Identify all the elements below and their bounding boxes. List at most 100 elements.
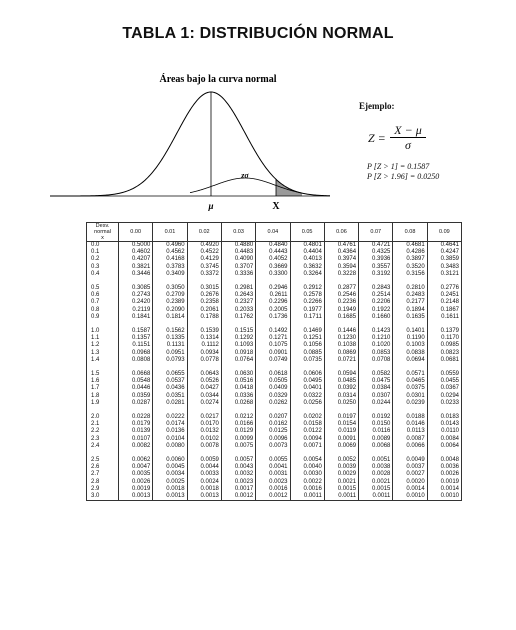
z-fraction: X − μ σ	[390, 124, 426, 152]
probability-cell: 0.2912	[289, 285, 325, 293]
probability-cell: 0.1210	[358, 335, 394, 343]
table-row: 1.8 0.0359 0.0351 0.0344 0.0336 0.0329 0.0322 0…	[85, 392, 463, 400]
probability-cell: 0.2483	[392, 292, 428, 300]
z-value-cell: 2.4	[85, 442, 120, 451]
probability-cell: 0.4562	[152, 249, 188, 257]
z-value-cell: 0.6	[85, 292, 120, 300]
probability-cell: 0.0505	[255, 378, 291, 386]
z-value-cell: 1.8	[85, 392, 120, 400]
table-row: 1.9 0.0287 0.0281 0.0274 0.0268 0.0262 0.0256 0…	[85, 399, 463, 408]
spacer-cell	[323, 407, 360, 415]
probability-cell: 0.3707	[220, 263, 257, 271]
z-value-cell: 1.6	[85, 378, 120, 386]
probability-cell: 0.0019	[426, 478, 463, 486]
probability-cell: 0.0104	[152, 435, 188, 443]
group-spacer	[85, 321, 463, 329]
z-value-cell: 1.4	[85, 356, 120, 365]
spacer-cell	[426, 407, 463, 415]
header-label-cell: Desv. normal x	[85, 222, 120, 242]
spacer-cell	[186, 407, 222, 415]
probability-cell: 0.3409	[152, 270, 188, 279]
probability-cell: 0.1814	[152, 313, 188, 322]
probability-cell: 0.0032	[220, 471, 257, 479]
spacer-cell	[220, 450, 257, 458]
probability-cell: 0.0026	[118, 478, 154, 486]
probability-cell: 0.1841	[118, 313, 154, 322]
probability-cell: 0.3192	[358, 270, 394, 279]
curve-title: Áreas bajo la curva normal	[159, 73, 276, 85]
probability-cell: 0.0080	[152, 442, 188, 451]
probability-cell: 0.1736	[255, 313, 291, 322]
probability-cell: 0.4013	[289, 256, 325, 264]
probability-cell: 0.0054	[289, 457, 325, 465]
spacer-cell	[289, 321, 325, 329]
probability-cell: 0.0630	[220, 371, 257, 379]
z-value-cell: 1.2	[85, 342, 120, 350]
z-value-cell: 2.2	[85, 428, 120, 436]
probability-cell: 0.0015	[358, 485, 394, 494]
probability-cell: 0.3974	[323, 256, 360, 264]
probability-cell: 0.0485	[323, 378, 360, 386]
spacer-cell	[255, 450, 291, 458]
spacer-cell	[426, 364, 463, 372]
table-row: 0.5 0.3085 0.3050 0.3015 0.2981 0.2946 0.2912 0…	[85, 285, 463, 293]
probability-cell: 0.1894	[392, 306, 428, 314]
probability-cell: 0.0336	[220, 392, 257, 400]
probability-cell: 0.0643	[186, 371, 222, 379]
probability-cell: 0.0044	[186, 464, 222, 472]
probability-cell: 0.1977	[289, 306, 325, 314]
probability-cell: 0.4364	[323, 249, 360, 257]
probability-cell: 0.2514	[358, 292, 394, 300]
probability-cell: 0.0838	[392, 349, 428, 357]
probability-cell: 0.0708	[358, 356, 394, 365]
probability-cell: 0.0066	[392, 442, 428, 451]
probability-cell: 0.0018	[186, 485, 222, 494]
probability-cell: 0.0212	[220, 414, 257, 422]
example-title: Ejemplo:	[359, 101, 395, 111]
table-row: 1.3 0.0968 0.0951 0.0934 0.0918 0.0901 0.0885 0…	[85, 349, 463, 357]
column-header: 0.08	[392, 222, 428, 242]
probability-cell: 0.2743	[118, 292, 154, 300]
probability-cell: 0.0154	[323, 421, 360, 429]
group-spacer	[85, 407, 463, 415]
spacer-cell	[152, 321, 188, 329]
column-header: 0.05	[289, 222, 325, 242]
probability-cell: 0.0367	[426, 385, 463, 393]
probability-cell: 0.0559	[426, 371, 463, 379]
probability-cell: 0.1335	[152, 335, 188, 343]
probability-cell: 0.0018	[152, 485, 188, 494]
probability-cell: 0.0013	[186, 493, 222, 502]
column-header: 0.02	[186, 222, 222, 242]
z-value-cell: 0.9	[85, 313, 120, 322]
table-row: 2.3 0.0107 0.0104 0.0102 0.0099 0.0096 0.0094 0…	[85, 435, 463, 443]
probability-cell: 0.2843	[358, 285, 394, 293]
probability-cell: 0.0049	[392, 457, 428, 465]
probability-cell: 0.1292	[220, 335, 257, 343]
probability-cell: 0.0016	[289, 485, 325, 494]
z-value-cell: 0.1	[85, 249, 120, 257]
probability-cell: 0.0010	[392, 493, 428, 502]
probability-cell: 0.0384	[358, 385, 394, 393]
group-spacer	[85, 364, 463, 372]
probability-cell: 0.1357	[118, 335, 154, 343]
column-header: 0.01	[152, 222, 188, 242]
probability-cell: 0.0028	[358, 471, 394, 479]
probability-cell: 0.1635	[392, 313, 428, 322]
probability-cell: 0.0013	[152, 493, 188, 502]
probability-cell: 0.0823	[426, 349, 463, 357]
probability-cell: 0.1660	[358, 313, 394, 322]
probability-cell: 0.1423	[358, 328, 394, 336]
z-value-cell: 0.3	[85, 263, 120, 271]
column-header: 0.00	[118, 222, 154, 242]
probability-cell: 0.1949	[323, 306, 360, 314]
z-denominator: σ	[405, 138, 411, 152]
probability-cell: 0.3821	[118, 263, 154, 271]
table-row: 2.8 0.0026 0.0025 0.0024 0.0023 0.0023 0.0022 0…	[85, 478, 463, 486]
z-value-cell: 1.7	[85, 385, 120, 393]
table-row: 0.1 0.4602 0.4562 0.4522 0.4483 0.4443 0.4404 0…	[85, 249, 463, 257]
probability-cell: 0.0122	[289, 428, 325, 436]
header-label-line: x	[101, 235, 104, 241]
probability-cell: 0.2451	[426, 292, 463, 300]
probability-cell: 0.1867	[426, 306, 463, 314]
probability-cell: 0.0351	[152, 392, 188, 400]
